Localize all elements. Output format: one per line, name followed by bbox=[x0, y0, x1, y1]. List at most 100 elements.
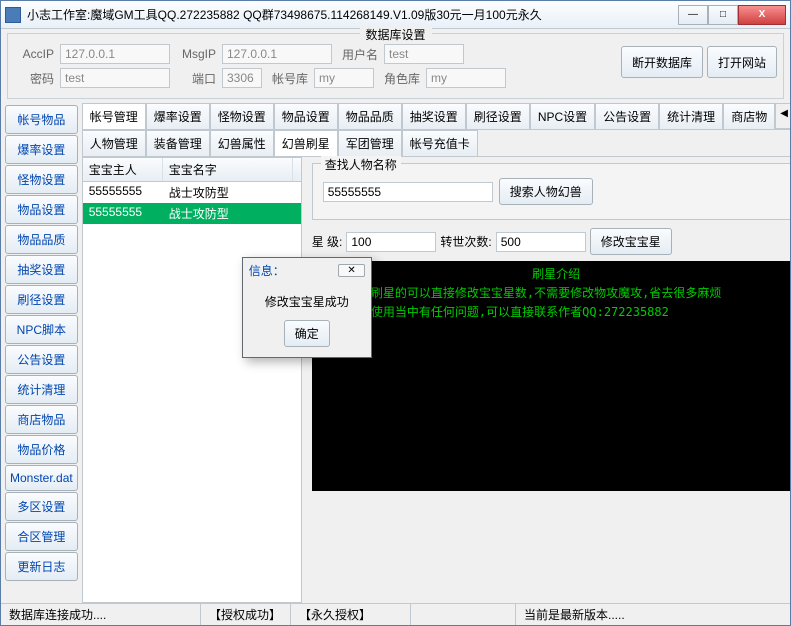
dialog-title: 信息： bbox=[249, 262, 285, 279]
tab1-1[interactable]: 爆率设置 bbox=[146, 103, 210, 129]
titlebar[interactable]: 小志工作室:魔域GM工具QQ.272235882 QQ群73498675.114… bbox=[1, 1, 790, 29]
main-content: 帐号物品爆率设置怪物设置物品设置物品品质抽奖设置刷径设置NPC脚本公告设置统计清… bbox=[1, 103, 790, 603]
tab1-3[interactable]: 物品设置 bbox=[274, 103, 338, 129]
console-title: 刷星介绍 bbox=[316, 265, 790, 282]
sidebar-item-5[interactable]: 抽奖设置 bbox=[5, 255, 78, 284]
status-spacer bbox=[411, 604, 516, 625]
search-input[interactable] bbox=[323, 182, 493, 202]
msgip-input[interactable] bbox=[222, 44, 332, 64]
tab2-0[interactable]: 人物管理 bbox=[82, 130, 146, 156]
pwd-input[interactable] bbox=[60, 68, 170, 88]
star-label: 星 级: bbox=[312, 233, 343, 250]
open-website-button[interactable]: 打开网站 bbox=[707, 46, 777, 78]
sidebar-item-15[interactable]: 更新日志 bbox=[5, 552, 78, 581]
user-input[interactable] bbox=[384, 44, 464, 64]
close-button[interactable]: X bbox=[738, 5, 786, 25]
table-row[interactable]: 55555555战士攻防型 bbox=[83, 203, 301, 224]
tab1-9[interactable]: 统计清理 bbox=[659, 103, 723, 129]
sidebar-item-2[interactable]: 怪物设置 bbox=[5, 165, 78, 194]
sidebar-item-8[interactable]: 公告设置 bbox=[5, 345, 78, 374]
sidebar-item-3[interactable]: 物品设置 bbox=[5, 195, 78, 224]
port-input[interactable] bbox=[222, 68, 262, 88]
roledb-input[interactable] bbox=[426, 68, 506, 88]
table-row[interactable]: 55555555战士攻防型 bbox=[83, 182, 301, 203]
app-icon bbox=[5, 7, 21, 23]
tab2-3[interactable]: 幻兽刷星 bbox=[274, 130, 338, 157]
td: 战士攻防型 bbox=[163, 203, 293, 224]
tab2-1[interactable]: 装备管理 bbox=[146, 130, 210, 156]
tab1-2[interactable]: 怪物设置 bbox=[210, 103, 274, 129]
search-button[interactable]: 搜索人物幻兽 bbox=[499, 178, 593, 205]
acctdb-label: 帐号库 bbox=[268, 70, 308, 87]
dialog-ok-button[interactable]: 确定 bbox=[284, 320, 330, 347]
star-input[interactable] bbox=[346, 232, 436, 252]
dialog-close-button[interactable]: ✕ bbox=[338, 264, 364, 277]
tab2-5[interactable]: 帐号充值卡 bbox=[402, 130, 478, 156]
status-db: 数据库连接成功.... bbox=[1, 604, 201, 625]
tab1-8[interactable]: 公告设置 bbox=[595, 103, 659, 129]
table-body: 55555555战士攻防型55555555战士攻防型 bbox=[83, 182, 301, 224]
sidebar-item-12[interactable]: Monster.dat bbox=[5, 465, 78, 491]
dialog-message: 修改宝宝星成功 bbox=[253, 293, 361, 310]
sidebar-item-0[interactable]: 帐号物品 bbox=[5, 105, 78, 134]
accip-input[interactable] bbox=[60, 44, 170, 64]
reborn-input[interactable] bbox=[496, 232, 586, 252]
sidebar-item-14[interactable]: 合区管理 bbox=[5, 522, 78, 551]
statusbar: 数据库连接成功.... 【授权成功】 【永久授权】 当前是最新版本..... bbox=[1, 603, 790, 625]
info-dialog: 信息： ✕ 修改宝宝星成功 确定 bbox=[242, 257, 372, 358]
sidebar-item-9[interactable]: 统计清理 bbox=[5, 375, 78, 404]
window-title: 小志工作室:魔域GM工具QQ.272235882 QQ群73498675.114… bbox=[27, 6, 678, 23]
console: 刷星介绍 1：本工具刷星的可以直接修改宝宝星数,不需要修改物攻魔攻,省去很多麻烦… bbox=[312, 261, 790, 491]
reborn-label: 转世次数: bbox=[440, 233, 491, 250]
accip-label: AccIP bbox=[14, 47, 54, 61]
minimize-button[interactable]: — bbox=[678, 5, 708, 25]
tab1-7[interactable]: NPC设置 bbox=[530, 103, 595, 129]
tab1-6[interactable]: 刷径设置 bbox=[466, 103, 530, 129]
th-1[interactable]: 宝宝名字 bbox=[163, 158, 293, 181]
td: 55555555 bbox=[83, 182, 163, 203]
table-header: 宝宝主人宝宝名字 bbox=[83, 158, 301, 182]
sidebar-item-7[interactable]: NPC脚本 bbox=[5, 315, 78, 344]
window-controls: — □ X bbox=[678, 5, 786, 25]
msgip-label: MsgIP bbox=[176, 47, 216, 61]
pet-table: 宝宝主人宝宝名字 55555555战士攻防型55555555战士攻防型 bbox=[82, 157, 302, 603]
sidebar-item-1[interactable]: 爆率设置 bbox=[5, 135, 78, 164]
sidebar-item-4[interactable]: 物品品质 bbox=[5, 225, 78, 254]
right-panel: 查找人物名称 搜索人物幻兽 星 级: 转世次数: 修改宝宝星 bbox=[302, 157, 790, 603]
tab1-10[interactable]: 商店物 bbox=[723, 103, 775, 129]
content-area: 帐号管理爆率设置怪物设置物品设置物品品质抽奖设置刷径设置NPC设置公告设置统计清… bbox=[82, 103, 790, 603]
tab2-2[interactable]: 幻兽属性 bbox=[210, 130, 274, 156]
roledb-label: 角色库 bbox=[380, 70, 420, 87]
tab1-0[interactable]: 帐号管理 bbox=[82, 103, 146, 130]
sidebar-item-13[interactable]: 多区设置 bbox=[5, 492, 78, 521]
main-window: 小志工作室:魔域GM工具QQ.272235882 QQ群73498675.114… bbox=[0, 0, 791, 626]
console-line: 2：如果在使用当中有任何问题,可以直接联系作者QQ:272235882 bbox=[316, 303, 790, 320]
disconnect-db-button[interactable]: 断开数据库 bbox=[621, 46, 703, 78]
tab2-4[interactable]: 军团管理 bbox=[338, 130, 402, 156]
db-group-title: 数据库设置 bbox=[359, 26, 431, 43]
secondary-tabs: 人物管理装备管理幻兽属性幻兽刷星军团管理帐号充值卡 bbox=[82, 130, 790, 157]
maximize-button[interactable]: □ bbox=[708, 5, 738, 25]
pwd-label: 密码 bbox=[14, 70, 54, 87]
status-version: 当前是最新版本..... bbox=[516, 604, 790, 625]
sidebar-item-11[interactable]: 物品价格 bbox=[5, 435, 78, 464]
acctdb-input[interactable] bbox=[314, 68, 374, 88]
user-label: 用户名 bbox=[338, 46, 378, 63]
dialog-titlebar[interactable]: 信息： ✕ bbox=[243, 258, 371, 283]
params-row: 星 级: 转世次数: 修改宝宝星 bbox=[312, 228, 790, 255]
status-license: 【永久授权】 bbox=[291, 604, 411, 625]
search-title: 查找人物名称 bbox=[321, 156, 401, 173]
primary-tabs: 帐号管理爆率设置怪物设置物品设置物品品质抽奖设置刷径设置NPC设置公告设置统计清… bbox=[82, 103, 790, 130]
db-settings-group: 数据库设置 AccIP MsgIP 用户名 密码 端口 帐号库 bbox=[7, 33, 784, 99]
th-0[interactable]: 宝宝主人 bbox=[83, 158, 163, 181]
tab-nav-left-icon[interactable]: ◀ bbox=[775, 103, 790, 129]
sidebar-item-10[interactable]: 商店物品 bbox=[5, 405, 78, 434]
port-label: 端口 bbox=[176, 70, 216, 87]
dialog-body: 修改宝宝星成功 确定 bbox=[243, 283, 371, 357]
tab1-4[interactable]: 物品品质 bbox=[338, 103, 402, 129]
apply-star-button[interactable]: 修改宝宝星 bbox=[590, 228, 672, 255]
tab1-5[interactable]: 抽奖设置 bbox=[402, 103, 466, 129]
sidebar-item-6[interactable]: 刷径设置 bbox=[5, 285, 78, 314]
td: 战士攻防型 bbox=[163, 182, 293, 203]
sidebar: 帐号物品爆率设置怪物设置物品设置物品品质抽奖设置刷径设置NPC脚本公告设置统计清… bbox=[1, 103, 82, 603]
